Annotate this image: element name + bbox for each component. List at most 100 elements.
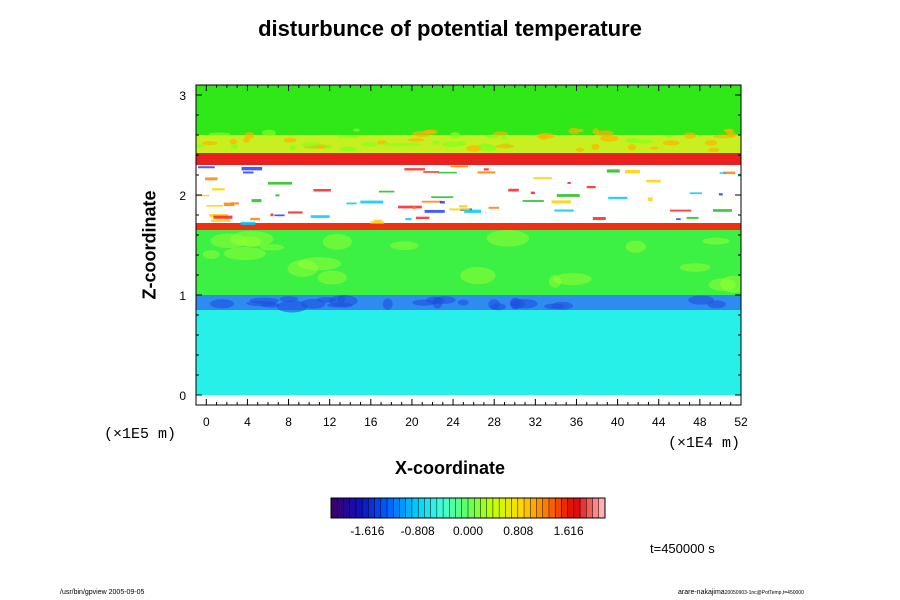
turbulence-blob bbox=[551, 301, 573, 310]
colorbar-cell bbox=[580, 498, 587, 518]
colorbar-cell bbox=[455, 498, 463, 518]
turbulence-blob bbox=[457, 299, 469, 306]
wave-crest bbox=[568, 127, 580, 135]
colorbar-cell bbox=[474, 498, 481, 518]
wave-crest bbox=[289, 144, 296, 151]
wave-crest bbox=[712, 134, 734, 139]
green-patch bbox=[297, 257, 342, 271]
turbulence-streak bbox=[488, 206, 500, 209]
colorbar-cell bbox=[524, 498, 531, 518]
footer-right-small: 20050903-1nc@PotTemp,t=450000 bbox=[724, 590, 804, 596]
wave-crest bbox=[478, 144, 498, 152]
time-label: t=450000 s bbox=[650, 541, 715, 556]
wave-crest bbox=[339, 146, 358, 152]
green-patch bbox=[230, 231, 274, 247]
colorbar-cell bbox=[530, 498, 537, 518]
colorbar-cell bbox=[436, 498, 444, 518]
turbulence-streak bbox=[274, 214, 285, 217]
colorbar-cell bbox=[411, 498, 419, 518]
z-unit-label: (×1E5 m) bbox=[104, 426, 177, 443]
colorbar-cell bbox=[598, 498, 606, 518]
wave-crest bbox=[201, 140, 218, 146]
colorbar-cell bbox=[461, 498, 469, 518]
colorbar-cell bbox=[424, 498, 432, 518]
colorbar-cell bbox=[443, 498, 450, 518]
colorbar-cell bbox=[567, 498, 575, 518]
turbulence-streak bbox=[483, 168, 489, 171]
y-tick-label: 3 bbox=[179, 89, 186, 103]
turbulence-streak bbox=[464, 209, 482, 213]
wave-crest bbox=[466, 145, 482, 152]
wave-crest bbox=[636, 139, 653, 144]
colorbar-cell bbox=[555, 498, 562, 518]
wave-crest bbox=[244, 132, 255, 139]
green-patch bbox=[460, 267, 496, 285]
wave-crest bbox=[450, 132, 461, 139]
turbulence-streak bbox=[212, 188, 225, 191]
wave-crest bbox=[441, 141, 463, 148]
wave-crest bbox=[725, 128, 734, 135]
turbulence-streak bbox=[230, 202, 239, 205]
green-patch bbox=[702, 237, 730, 245]
colorbar-cell bbox=[399, 498, 407, 518]
turbulence-streak bbox=[198, 166, 215, 169]
colorbar-cell bbox=[536, 498, 544, 518]
x-tick-label: 12 bbox=[323, 415, 337, 429]
turbulence-streak bbox=[522, 200, 544, 202]
turbulence-streak bbox=[689, 192, 703, 195]
x-unit-label: (×1E4 m) bbox=[668, 435, 741, 452]
colorbar-cell bbox=[449, 498, 457, 518]
wave-crest bbox=[261, 129, 276, 136]
colorbar-cell bbox=[499, 498, 506, 518]
turbulence-streak bbox=[592, 217, 606, 221]
colorbar-cell bbox=[380, 498, 388, 518]
wave-crest bbox=[577, 128, 584, 133]
turbulence-streak bbox=[415, 216, 430, 220]
colorbar-cell bbox=[573, 498, 581, 518]
wave-crest bbox=[495, 144, 515, 149]
wave-crest bbox=[536, 132, 555, 139]
footer-left-text: /usr/bin/gpview 2005-09-05 bbox=[60, 589, 145, 596]
wave-crest bbox=[704, 140, 718, 146]
colorbar-cell bbox=[492, 498, 500, 518]
colorbar-cell bbox=[511, 498, 519, 518]
turbulence-streak bbox=[196, 194, 210, 197]
y-tick-label: 0 bbox=[179, 389, 186, 403]
turbulence-streak bbox=[713, 209, 732, 212]
x-tick-label: 16 bbox=[364, 415, 378, 429]
plot-frame bbox=[195, 84, 742, 406]
green-patch bbox=[553, 273, 592, 286]
turbulence-streak bbox=[275, 194, 280, 197]
wave-crest bbox=[591, 143, 600, 150]
turbulence-streak bbox=[551, 200, 572, 204]
wave-crest bbox=[361, 141, 378, 147]
turbulence-streak bbox=[397, 205, 422, 209]
turbulence-blob bbox=[279, 296, 299, 303]
turbulence-streak bbox=[533, 177, 553, 180]
turbulence-blob bbox=[337, 295, 346, 303]
turbulence-streak bbox=[404, 168, 426, 171]
turbulence-streak bbox=[206, 205, 224, 207]
turbulence-blob bbox=[382, 298, 393, 310]
wave-crest bbox=[432, 140, 441, 145]
turbulence-streak bbox=[421, 200, 443, 203]
x-tick-label: 32 bbox=[529, 415, 543, 429]
turbulence-streak bbox=[270, 213, 274, 217]
turbulence-streak bbox=[424, 209, 445, 213]
colorbar-cell bbox=[405, 498, 413, 518]
colorbar-tick-label: 0.808 bbox=[503, 524, 533, 538]
wave-crest bbox=[484, 134, 500, 139]
wave-crest bbox=[243, 137, 250, 143]
turbulence-streak bbox=[267, 181, 293, 185]
turbulence-streak bbox=[719, 172, 727, 174]
turbulence-streak bbox=[450, 165, 468, 168]
turbulence-streak bbox=[437, 171, 457, 174]
colorbar-tick-label: 1.616 bbox=[554, 524, 584, 538]
turbulence-blob bbox=[209, 299, 235, 309]
wave-crest bbox=[493, 131, 509, 136]
colorbar: -1.616 -0.808 0.000 0.808 1.616 bbox=[330, 497, 606, 538]
wave-crest bbox=[407, 138, 425, 142]
wave-crest bbox=[405, 143, 421, 147]
colorbar-cell bbox=[430, 498, 438, 518]
wave-crest bbox=[663, 140, 680, 146]
